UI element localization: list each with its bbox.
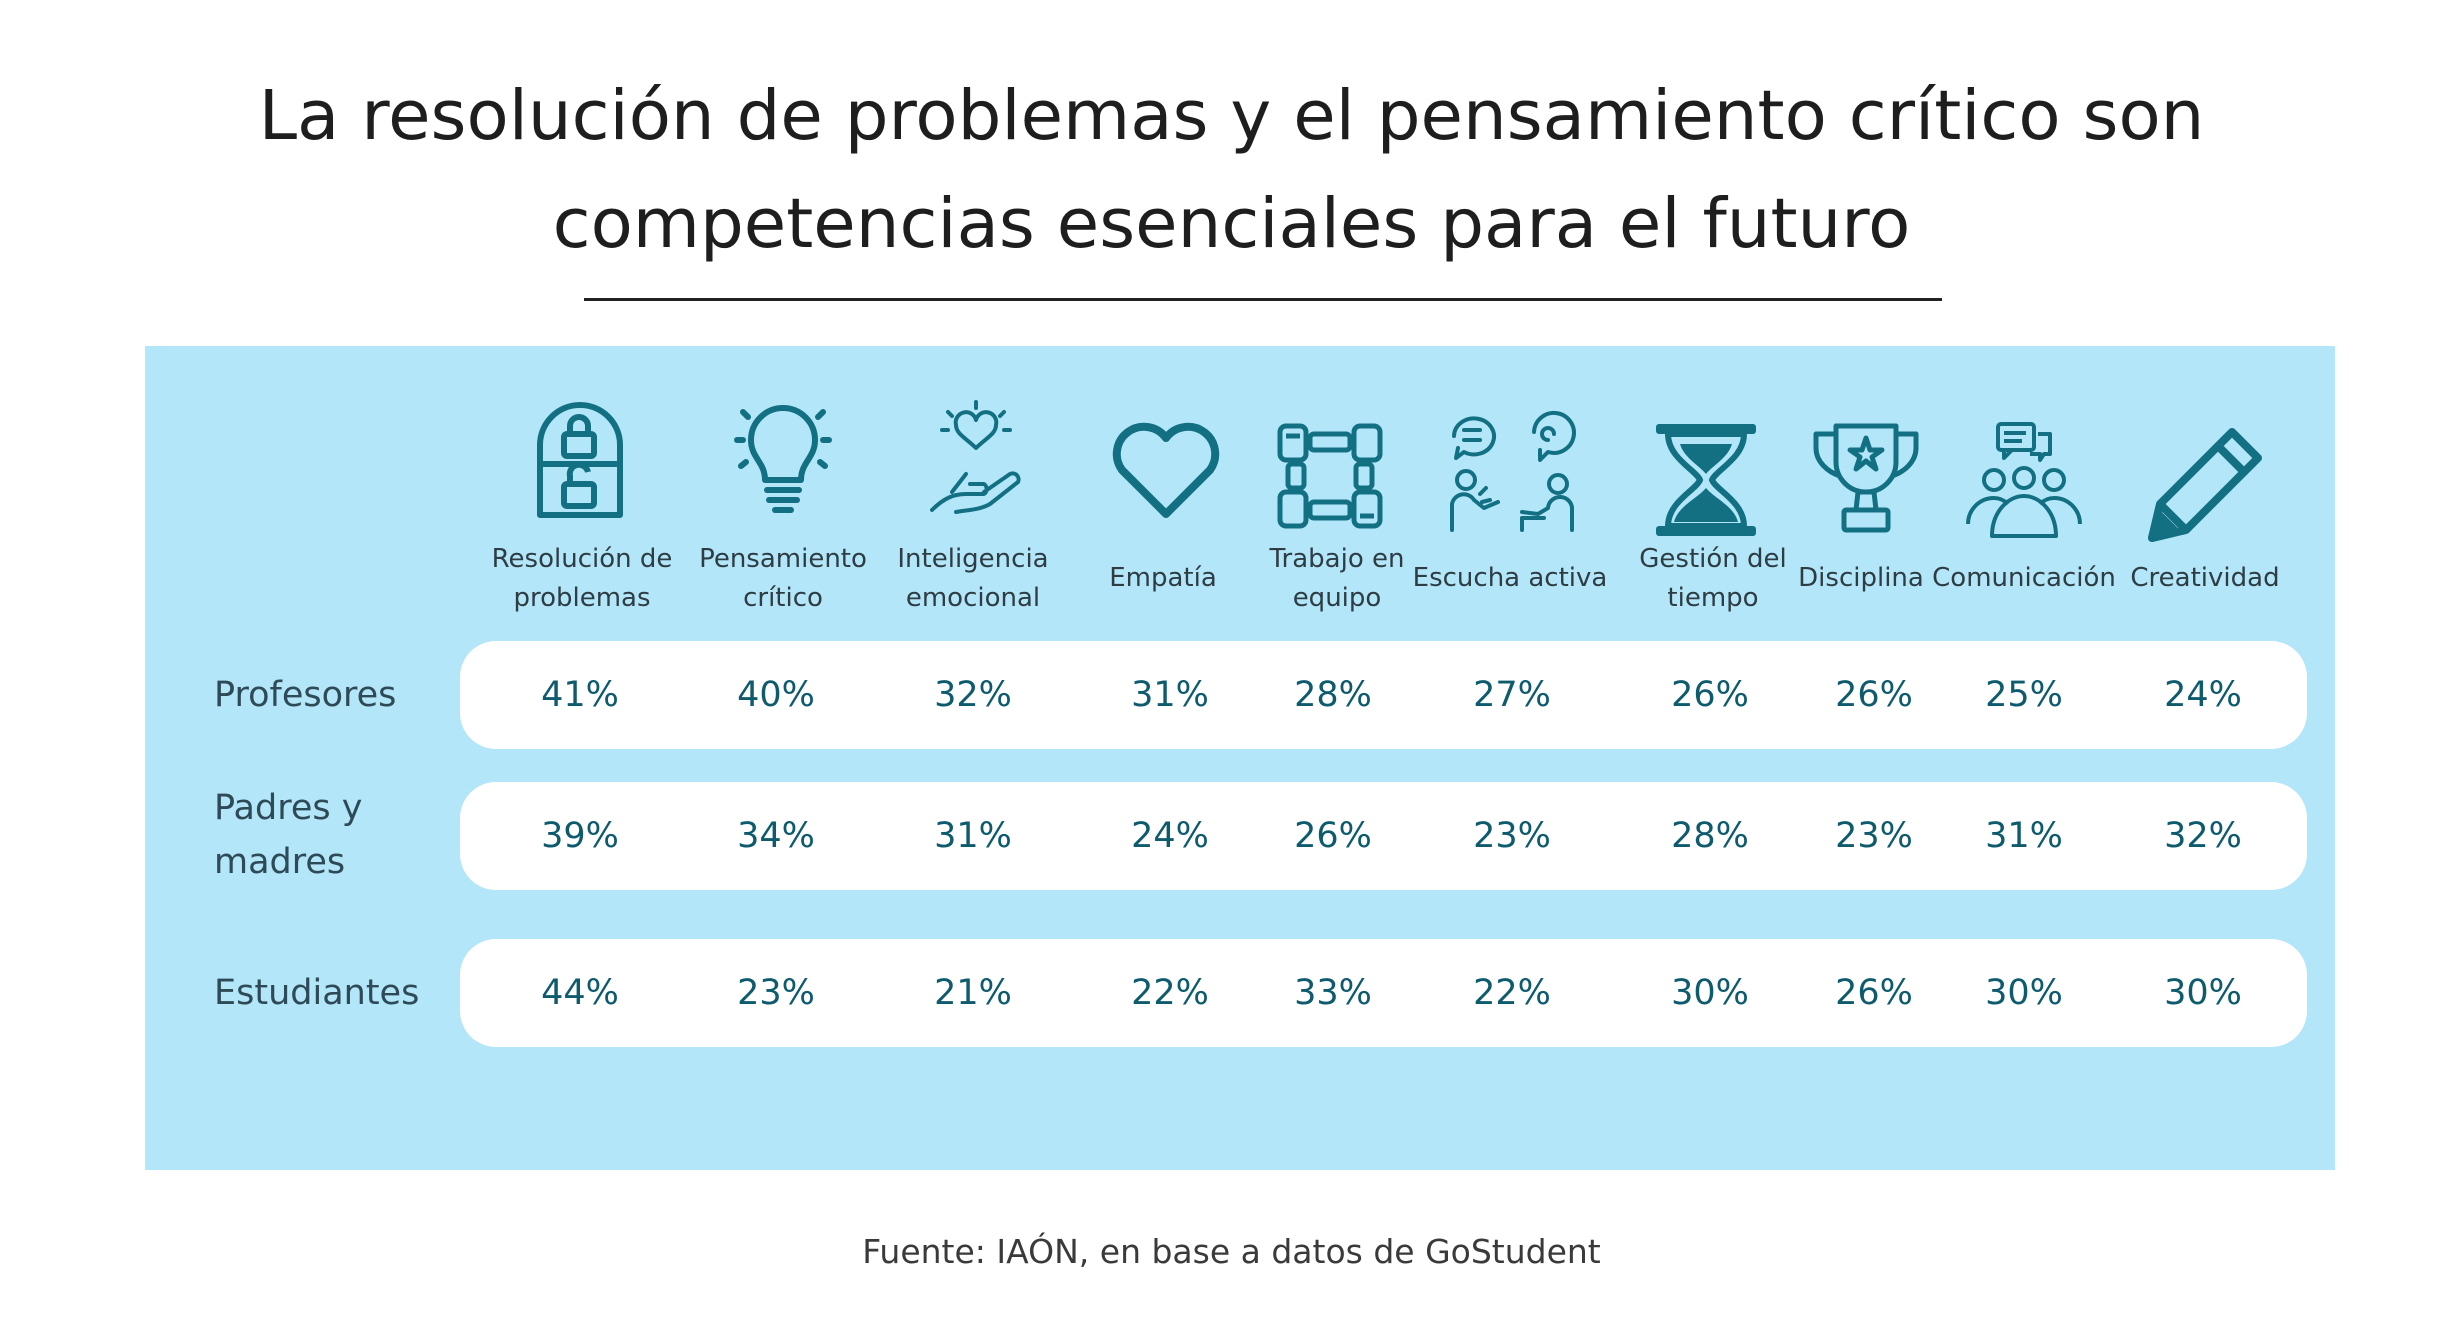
trophy-icon	[1810, 418, 1922, 538]
source-note: Fuente: IAÓN, en base a datos de GoStude…	[862, 1232, 1601, 1271]
value-cell: 23%	[1473, 816, 1551, 856]
value-cell: 24%	[1131, 816, 1209, 856]
chart-title: La resolución de problemas y el pensamie…	[0, 62, 2463, 278]
value-cell: 40%	[737, 675, 815, 715]
col-header-line1: Disciplina	[1798, 563, 1924, 593]
col-header-line2: problemas	[513, 583, 651, 613]
listening-people-icon	[1448, 410, 1576, 534]
value-cell: 39%	[541, 816, 619, 856]
col-header-gestion: Gestión del tiempo	[1618, 540, 1808, 618]
value-cell: 26%	[1835, 675, 1913, 715]
row-label-profesores: Profesores	[214, 668, 396, 722]
col-header-line1: Creatividad	[2130, 563, 2280, 593]
col-header-inteligencia: Inteligencia emocional	[878, 540, 1068, 618]
value-cell: 30%	[1985, 973, 2063, 1013]
value-cell: 34%	[737, 816, 815, 856]
value-cell: 27%	[1473, 675, 1551, 715]
row-label-line2: madres	[214, 842, 346, 882]
value-cell: 21%	[934, 973, 1012, 1013]
title-line-1: La resolución de problemas y el pensamie…	[258, 76, 2205, 156]
value-cell: 41%	[541, 675, 619, 715]
row-label-line1: Estudiantes	[214, 973, 420, 1013]
value-cell: 31%	[934, 816, 1012, 856]
col-header-line1: Escucha activa	[1412, 563, 1608, 593]
col-header-line2: crítico	[743, 583, 823, 613]
col-header-line1: Trabajo en	[1269, 544, 1405, 574]
value-cell: 30%	[1671, 973, 1749, 1013]
row-band-estudiantes	[460, 939, 2307, 1047]
row-label-line1: Profesores	[214, 675, 397, 715]
value-cell: 32%	[934, 675, 1012, 715]
row-label-padres: Padres y madres	[214, 781, 362, 889]
value-cell: 44%	[541, 973, 619, 1013]
value-cell: 22%	[1473, 973, 1551, 1013]
col-header-line1: Gestión del	[1639, 544, 1787, 574]
row-label-estudiantes: Estudiantes	[214, 966, 419, 1020]
col-header-line2: tiempo	[1667, 583, 1759, 613]
col-header-escucha: Escucha activa	[1400, 559, 1620, 598]
hand-heart-icon	[926, 400, 1026, 520]
value-cell: 26%	[1835, 973, 1913, 1013]
value-cell: 25%	[1985, 675, 2063, 715]
col-header-disciplina: Disciplina	[1766, 559, 1956, 598]
row-band-padres	[460, 782, 2307, 890]
group-chat-icon	[1964, 420, 2084, 540]
col-header-empatia: Empatía	[1068, 559, 1258, 598]
col-header-line2: emocional	[905, 583, 1041, 613]
col-header-pensamiento: Pensamiento crítico	[688, 540, 878, 618]
value-cell: 30%	[2164, 973, 2242, 1013]
hourglass-icon	[1654, 422, 1758, 538]
pencil-icon	[2146, 424, 2266, 544]
col-header-comunicacion: Comunicación	[1918, 559, 2130, 598]
value-cell: 31%	[1985, 816, 2063, 856]
value-cell: 28%	[1294, 675, 1372, 715]
teamwork-hands-icon	[1274, 420, 1386, 532]
col-header-line2: equipo	[1292, 583, 1382, 613]
col-header-trabajo: Trabajo en equipo	[1242, 540, 1432, 618]
col-header-resolucion: Resolución de problemas	[487, 540, 677, 618]
value-cell: 31%	[1131, 675, 1209, 715]
value-cell: 32%	[2164, 816, 2242, 856]
row-label-line1: Padres y	[214, 788, 363, 828]
heart-icon	[1110, 422, 1222, 520]
col-header-line1: Pensamiento	[699, 544, 867, 574]
col-header-creatividad: Creatividad	[2110, 559, 2300, 598]
value-cell: 26%	[1294, 816, 1372, 856]
value-cell: 26%	[1671, 675, 1749, 715]
col-header-line1: Inteligencia	[897, 544, 1049, 574]
value-cell: 22%	[1131, 973, 1209, 1013]
lock-arch-icon	[532, 400, 628, 520]
value-cell: 23%	[737, 973, 815, 1013]
title-underline	[584, 298, 1942, 301]
value-cell: 33%	[1294, 973, 1372, 1013]
row-band-profesores	[460, 641, 2307, 749]
title-line-2: competencias esenciales para el futuro	[552, 184, 1911, 264]
col-header-line1: Empatía	[1109, 563, 1217, 593]
value-cell: 23%	[1835, 816, 1913, 856]
col-header-line1: Comunicación	[1932, 563, 2116, 593]
value-cell: 28%	[1671, 816, 1749, 856]
col-header-line1: Resolución de	[491, 544, 673, 574]
value-cell: 24%	[2164, 675, 2242, 715]
lightbulb-icon	[733, 400, 833, 520]
